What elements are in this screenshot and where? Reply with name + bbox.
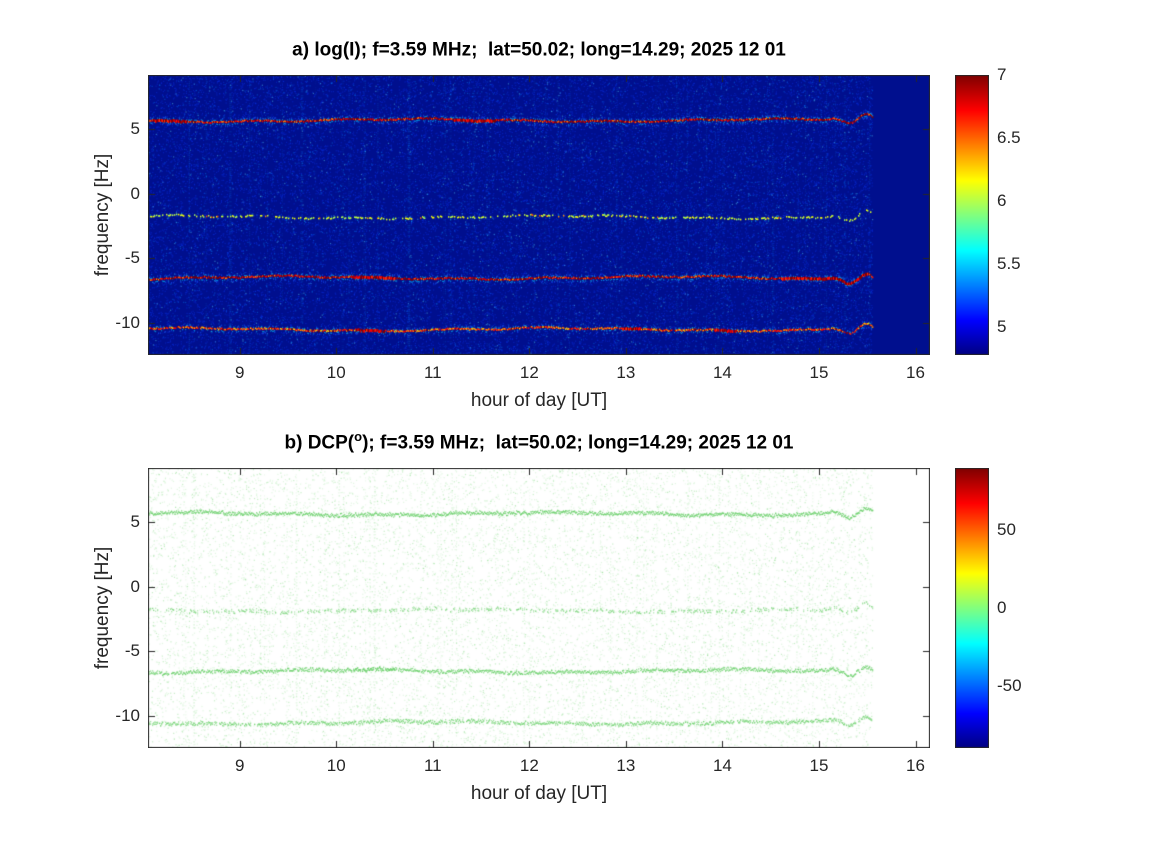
- panel-b-colorbar: [955, 468, 989, 748]
- x-tick-label: 16: [906, 756, 925, 775]
- panel-a-xlabel: hour of day [UT]: [470, 390, 608, 411]
- x-tick-label: 14: [712, 363, 732, 382]
- panel-b-title-superscript: o: [354, 429, 363, 444]
- colorbar-tick-label: -50: [997, 675, 1022, 695]
- y-tick-label: -10: [115, 312, 140, 332]
- panel-b-title-text: b) DCP(: [284, 432, 355, 454]
- y-tick-label: 5: [130, 512, 140, 532]
- colorbar-tick-label: 7: [997, 65, 1007, 84]
- x-tick-label: 11: [423, 756, 442, 775]
- x-tick-label: 9: [234, 756, 245, 775]
- y-tick-label: -5: [124, 248, 140, 268]
- colorbar-tick-label: 5: [997, 317, 1007, 337]
- y-tick-label: 5: [130, 119, 140, 139]
- x-tick-label: 12: [519, 363, 539, 382]
- panel-a-spectrogram: [148, 75, 930, 355]
- y-tick-label: 0: [130, 183, 140, 203]
- colorbar-tick-label: 5.5: [997, 254, 1021, 274]
- panel-a-title-text: a) log(I); f=3.59 MHz; lat=50.02; long=1…: [292, 39, 786, 61]
- x-tick-label: 15: [809, 363, 829, 382]
- y-tick-label: 0: [130, 576, 140, 596]
- x-tick-label: 16: [906, 363, 925, 382]
- panel-b-xlabel: hour of day [UT]: [470, 783, 608, 804]
- x-tick-label: 13: [616, 363, 636, 382]
- x-tick-label: 10: [326, 363, 346, 382]
- x-tick-label: 10: [326, 756, 346, 775]
- colorbar-tick-label: 50: [997, 520, 1016, 540]
- x-tick-label: 11: [423, 363, 442, 382]
- x-tick-label: 9: [234, 363, 245, 382]
- panel-b-title: b) DCP(o); f=3.59 MHz; lat=50.02; long=1…: [148, 429, 930, 454]
- colorbar-tick-label: 6.5: [997, 128, 1021, 148]
- x-tick-label: 12: [519, 756, 539, 775]
- panel-b-phase-spectrogram: [148, 468, 930, 748]
- x-tick-label: 13: [616, 756, 636, 775]
- y-tick-label: -10: [115, 705, 140, 725]
- y-tick-label: -5: [124, 641, 140, 661]
- colorbar-tick-label: 6: [997, 191, 1007, 211]
- colorbar-tick-label: 0: [997, 598, 1007, 617]
- x-tick-label: 15: [809, 756, 829, 775]
- x-tick-label: 14: [712, 756, 732, 775]
- panel-a-colorbar: [955, 75, 989, 355]
- panel-b-title-suffix: ); f=3.59 MHz; lat=50.02; long=14.29; 20…: [362, 432, 794, 454]
- panel-a-title: a) log(I); f=3.59 MHz; lat=50.02; long=1…: [148, 36, 930, 61]
